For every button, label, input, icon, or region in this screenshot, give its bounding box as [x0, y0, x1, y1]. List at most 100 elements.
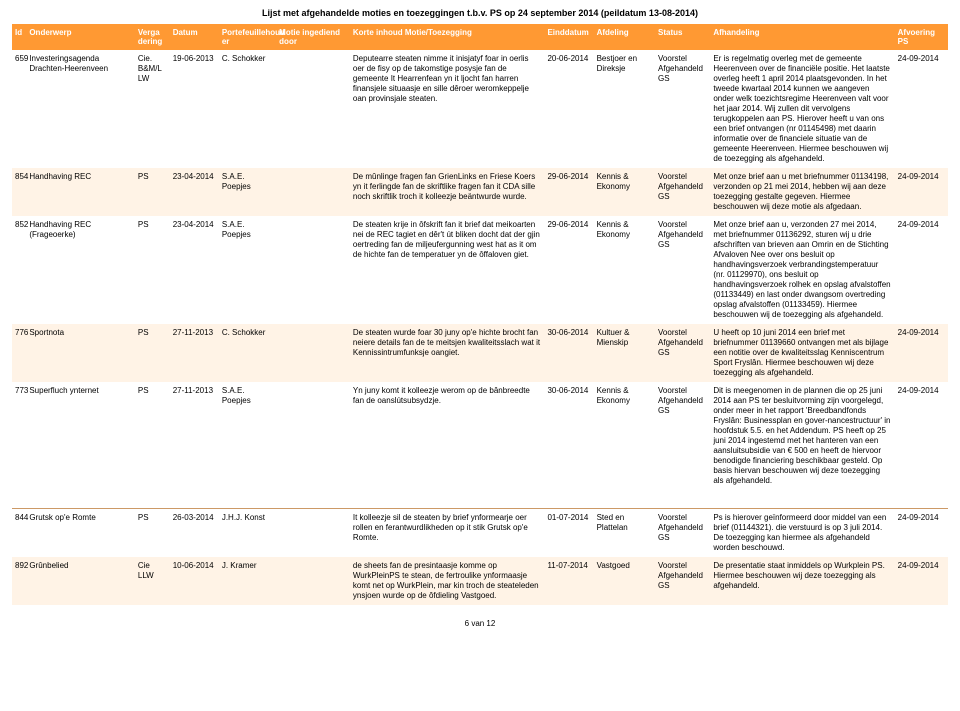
cell-motie — [276, 324, 350, 382]
cell-afhandeling: Er is regelmatig overleg met de gemeente… — [710, 50, 894, 168]
cell-id: 892 — [12, 557, 26, 605]
col-korte: Korte inhoud Motie/Toezegging — [350, 24, 545, 50]
table-header: Id Onderwerp Verga dering Datum Portefeu… — [12, 24, 948, 50]
cell-status: Voorstel Afgehandeld GS — [655, 557, 710, 605]
cell-id: 854 — [12, 168, 26, 216]
cell-afdeling: Vastgoed — [594, 557, 655, 605]
col-motie: Motie ingediend door — [276, 24, 350, 50]
cell-vergadering: PS — [135, 216, 170, 324]
cell-afdeling: Sted en Plattelan — [594, 509, 655, 557]
cell-status: Voorstel Afgehandeld GS — [655, 324, 710, 382]
cell-vergadering: Cie LLW — [135, 557, 170, 605]
cell-id: 776 — [12, 324, 26, 382]
page-footer: 6 van 12 — [12, 619, 948, 628]
cell-einddatum: 01-07-2014 — [544, 509, 593, 557]
cell-portefeuille: S.A.E. Poepjes — [219, 168, 276, 216]
cell-einddatum: 11-07-2014 — [544, 557, 593, 605]
cell-motie — [276, 509, 350, 557]
cell-motie — [276, 557, 350, 605]
cell-datum: 27-11-2013 — [170, 382, 219, 490]
cell-afvoering: 24-09-2014 — [895, 509, 948, 557]
table-row: 852 Handhaving REC (Frageoerke) PS 23-04… — [12, 216, 948, 324]
cell-motie — [276, 382, 350, 490]
cell-afdeling: Kennis & Ekonomy — [594, 216, 655, 324]
cell-korte: It kolleezje sil de steaten by brief ynf… — [350, 509, 545, 557]
cell-portefeuille: C. Schokker — [219, 50, 276, 168]
cell-status: Voorstel Afgehandeld GS — [655, 50, 710, 168]
cell-einddatum: 29-06-2014 — [544, 216, 593, 324]
cell-id: 852 — [12, 216, 26, 324]
cell-status: Voorstel Afgehandeld GS — [655, 216, 710, 324]
cell-onderwerp: Handhaving REC (Frageoerke) — [26, 216, 135, 324]
cell-portefeuille: C. Schokker — [219, 324, 276, 382]
cell-datum: 23-04-2014 — [170, 216, 219, 324]
data-table: Id Onderwerp Verga dering Datum Portefeu… — [12, 24, 948, 605]
cell-afdeling: Bestjoer en Direksje — [594, 50, 655, 168]
row-gap — [12, 490, 948, 508]
col-vergadering: Verga dering — [135, 24, 170, 50]
cell-id: 773 — [12, 382, 26, 490]
cell-korte: Deputearre steaten nimme it inisjatyf fo… — [350, 50, 545, 168]
cell-vergadering: PS — [135, 382, 170, 490]
cell-portefeuille: J. Kramer — [219, 557, 276, 605]
cell-datum: 10-06-2014 — [170, 557, 219, 605]
cell-vergadering: PS — [135, 509, 170, 557]
cell-einddatum: 29-06-2014 — [544, 168, 593, 216]
cell-afvoering: 24-09-2014 — [895, 216, 948, 324]
cell-portefeuille: S.A.E. Poepjes — [219, 216, 276, 324]
cell-korte: de sheets fan de presintaasje komme op W… — [350, 557, 545, 605]
col-datum: Datum — [170, 24, 219, 50]
cell-status: Voorstel Afgehandeld GS — [655, 382, 710, 490]
cell-vergadering: Cie. B&M/L LW — [135, 50, 170, 168]
cell-afvoering: 24-09-2014 — [895, 382, 948, 490]
col-afvoering: Afvoering PS — [895, 24, 948, 50]
cell-vergadering: PS — [135, 324, 170, 382]
cell-korte: Yn juny komt it kolleezje werom op de bâ… — [350, 382, 545, 490]
cell-afdeling: Kennis & Ekonomy — [594, 168, 655, 216]
col-onderwerp: Onderwerp — [26, 24, 135, 50]
cell-afhandeling: Met onze brief aan u met briefnummer 011… — [710, 168, 894, 216]
cell-datum: 27-11-2013 — [170, 324, 219, 382]
cell-afvoering: 24-09-2014 — [895, 50, 948, 168]
page: Lijst met afgehandelde moties en toezegg… — [0, 0, 960, 636]
cell-afhandeling: Dit is meegenomen in de plannen die op 2… — [710, 382, 894, 490]
col-afhandeling: Afhandeling — [710, 24, 894, 50]
col-id: Id — [12, 24, 26, 50]
cell-onderwerp: Grutsk op'e Romte — [26, 509, 135, 557]
cell-status: Voorstel Afgehandeld GS — [655, 509, 710, 557]
cell-portefeuille: S.A.E. Poepjes — [219, 382, 276, 490]
cell-motie — [276, 168, 350, 216]
cell-vergadering: PS — [135, 168, 170, 216]
cell-id: 844 — [12, 509, 26, 557]
table-row: 844 Grutsk op'e Romte PS 26-03-2014 J.H.… — [12, 509, 948, 557]
cell-afhandeling: Ps is hierover geïnformeerd door middel … — [710, 509, 894, 557]
table-row: 854 Handhaving REC PS 23-04-2014 S.A.E. … — [12, 168, 948, 216]
cell-afvoering: 24-09-2014 — [895, 557, 948, 605]
col-portefeuille: Portefeuillehoud er — [219, 24, 276, 50]
cell-afdeling: Kultuer & Mienskip — [594, 324, 655, 382]
cell-onderwerp: Investeringsagenda Drachten-Heerenveen — [26, 50, 135, 168]
cell-afvoering: 24-09-2014 — [895, 324, 948, 382]
cell-korte: De steaten krije in ôfskrift fan it brie… — [350, 216, 545, 324]
cell-status: Voorstel Afgehandeld GS — [655, 168, 710, 216]
cell-onderwerp: Superfluch ynternet — [26, 382, 135, 490]
cell-portefeuille: J.H.J. Konst — [219, 509, 276, 557]
cell-afhandeling: U heeft op 10 juni 2014 een brief met br… — [710, 324, 894, 382]
cell-onderwerp: Handhaving REC — [26, 168, 135, 216]
col-einddatum: Einddatum — [544, 24, 593, 50]
cell-motie — [276, 216, 350, 324]
cell-einddatum: 20-06-2014 — [544, 50, 593, 168]
cell-datum: 19-06-2013 — [170, 50, 219, 168]
cell-einddatum: 30-06-2014 — [544, 382, 593, 490]
cell-korte: De mûnlinge fragen fan GrienLinks en Fri… — [350, 168, 545, 216]
cell-afdeling: Kennis & Ekonomy — [594, 382, 655, 490]
table-row: 776 Sportnota PS 27-11-2013 C. Schokker … — [12, 324, 948, 382]
cell-onderwerp: Grûnbelied — [26, 557, 135, 605]
cell-id: 659 — [12, 50, 26, 168]
cell-motie — [276, 50, 350, 168]
page-title: Lijst met afgehandelde moties en toezegg… — [12, 8, 948, 18]
cell-einddatum: 30-06-2014 — [544, 324, 593, 382]
col-afdeling: Afdeling — [594, 24, 655, 50]
cell-afvoering: 24-09-2014 — [895, 168, 948, 216]
table-row: 892 Grûnbelied Cie LLW 10-06-2014 J. Kra… — [12, 557, 948, 605]
